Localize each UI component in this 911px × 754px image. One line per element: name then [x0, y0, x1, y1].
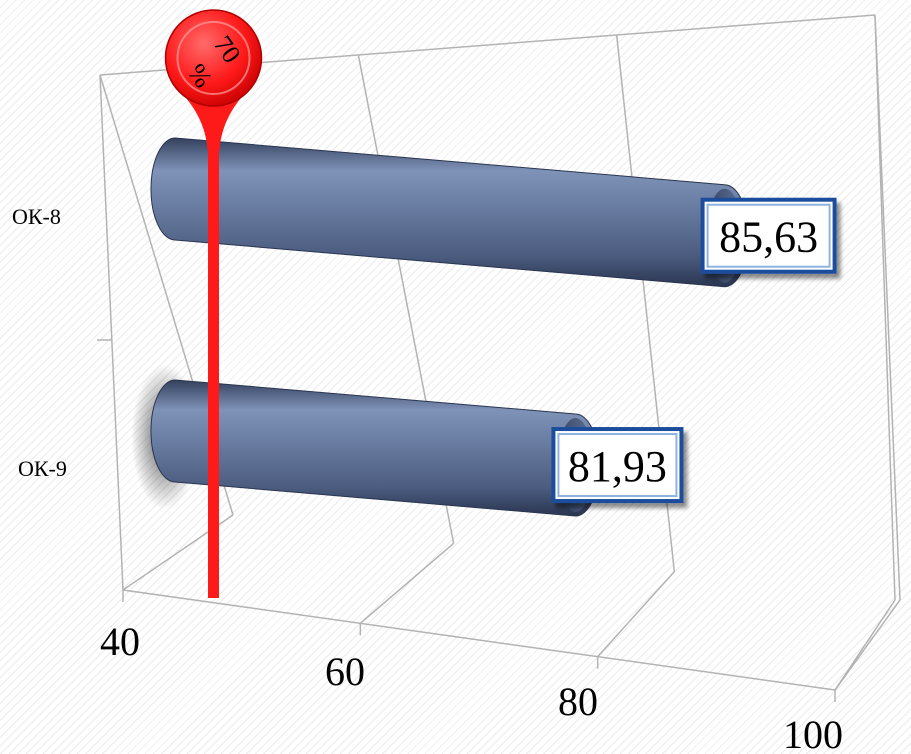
gridline-floor — [359, 542, 455, 624]
data-label-inner — [706, 203, 831, 268]
tick-label: 40 — [100, 619, 140, 664]
reference-marker-bulb — [164, 9, 263, 107]
bars — [131, 137, 750, 517]
reference-line: 70% — [164, 9, 263, 598]
chart-frame — [97, 14, 901, 691]
data-label-inner — [557, 433, 678, 498]
category-label: ОК-8 — [12, 204, 61, 229]
tick-label: 80 — [558, 679, 598, 724]
x-axis-ticks: 40 60 80 100 — [100, 590, 843, 754]
reference-marker-ring — [176, 21, 251, 95]
data-labels: 85,63 81,93 — [551, 197, 837, 504]
gridline-floor — [834, 599, 896, 691]
tick-label: 100 — [783, 712, 843, 754]
bar-1 — [150, 137, 750, 288]
reference-marker-neck — [183, 95, 244, 150]
data-label: 81,93 — [568, 442, 667, 491]
category-label: ОК-9 — [18, 456, 67, 481]
data-label-box — [551, 427, 684, 504]
tick-label: 60 — [325, 649, 365, 694]
gridline-floor — [597, 571, 675, 658]
data-label-box — [700, 197, 837, 274]
data-label: 85,63 — [719, 213, 818, 262]
gridline-wall — [874, 14, 896, 601]
category-labels: ОК-8 ОК-9 — [12, 204, 67, 481]
